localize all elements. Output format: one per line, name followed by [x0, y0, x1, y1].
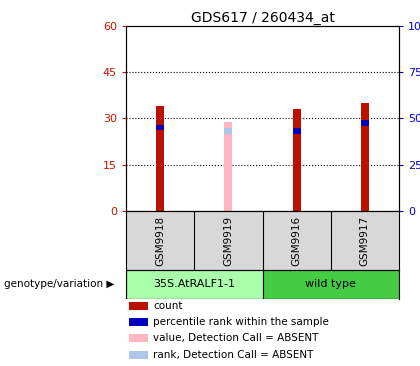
Text: value, Detection Call = ABSENT: value, Detection Call = ABSENT — [153, 333, 319, 343]
Bar — [292, 128, 301, 134]
Bar — [126, 269, 262, 299]
Text: GSM9916: GSM9916 — [291, 216, 302, 266]
Bar — [224, 122, 233, 211]
Bar — [292, 109, 301, 211]
Text: count: count — [153, 301, 183, 311]
Bar — [156, 125, 164, 131]
Text: GSM9917: GSM9917 — [360, 216, 370, 266]
Bar — [361, 103, 369, 211]
Bar — [156, 106, 164, 211]
Text: GSM9918: GSM9918 — [155, 216, 165, 266]
Text: genotype/variation ▶: genotype/variation ▶ — [4, 279, 115, 289]
Bar — [129, 318, 148, 326]
Text: percentile rank within the sample: percentile rank within the sample — [153, 317, 329, 327]
Bar — [129, 351, 148, 359]
Text: rank, Detection Call = ABSENT: rank, Detection Call = ABSENT — [153, 350, 314, 360]
Text: GSM9919: GSM9919 — [223, 216, 234, 266]
Title: GDS617 / 260434_at: GDS617 / 260434_at — [191, 11, 334, 25]
Bar — [262, 269, 399, 299]
Text: wild type: wild type — [305, 279, 356, 289]
Text: 35S.AtRALF1-1: 35S.AtRALF1-1 — [153, 279, 235, 289]
Bar — [129, 334, 148, 342]
Bar — [224, 128, 233, 134]
Bar — [361, 120, 369, 126]
Bar — [129, 302, 148, 310]
